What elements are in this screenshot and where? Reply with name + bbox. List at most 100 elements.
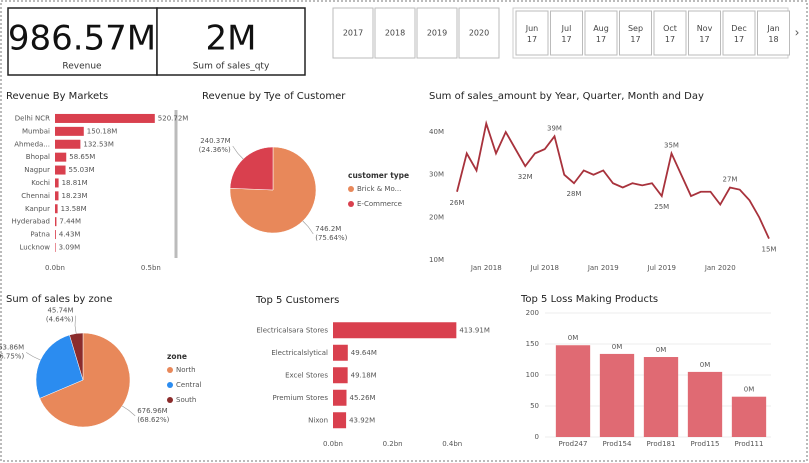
month-label[interactable]: Sep 17: [628, 24, 643, 44]
x-tick-label: 0.2bn: [383, 440, 403, 448]
legend-title: customer type: [348, 171, 409, 180]
value-label: 0M: [568, 334, 579, 342]
month-label[interactable]: Jul 17: [561, 24, 572, 44]
year-label[interactable]: 2018: [385, 29, 405, 38]
y-tick-label: 100: [526, 371, 539, 379]
value-label: 263.86M: [0, 343, 24, 351]
bar: [687, 371, 723, 437]
percent-label: (4.64%): [46, 316, 74, 324]
y-tick-label: 40M: [429, 128, 444, 136]
value-label: 27M: [723, 176, 738, 184]
month-button[interactable]: [757, 10, 790, 56]
value-label: 43.92M: [349, 416, 375, 424]
category-label: Premium Stores: [272, 394, 328, 402]
bar: [55, 139, 81, 149]
y-tick-label: 0: [535, 433, 539, 441]
value-label: 240.37M: [200, 137, 231, 145]
month-button[interactable]: [584, 10, 618, 56]
category-label: Hyderabad: [12, 218, 51, 226]
month-button[interactable]: [619, 10, 652, 56]
category-label: Excel Stores: [285, 371, 328, 379]
bar: [555, 345, 591, 437]
month-button[interactable]: [515, 10, 549, 56]
x-tick-label: Jan 2019: [587, 264, 619, 272]
legend-label: Central: [176, 381, 202, 389]
month-label[interactable]: Oct 17: [663, 24, 677, 44]
leader-line: [74, 315, 77, 334]
year-label[interactable]: 2019: [427, 29, 447, 38]
month-button[interactable]: [550, 10, 583, 56]
value-label: 520.72M: [158, 114, 189, 122]
card-label: Revenue: [62, 62, 102, 72]
category-label: Nixon: [308, 416, 328, 424]
year-label[interactable]: 2020: [469, 29, 489, 38]
month-button[interactable]: [722, 10, 756, 56]
category-label: Electricalslytical: [271, 349, 328, 357]
bar: [599, 353, 635, 437]
x-tick-label: Prod181: [647, 440, 676, 448]
category-label: Nagpur: [24, 166, 50, 174]
year-button[interactable]: [458, 7, 500, 59]
month-label[interactable]: Dec 17: [731, 24, 746, 44]
x-tick-label: Prod154: [603, 440, 632, 448]
category-label: Patna: [30, 231, 50, 239]
value-label: 28M: [567, 190, 582, 198]
month-button[interactable]: [688, 10, 721, 56]
percent-label: (68.62%): [137, 416, 169, 424]
bar: [643, 357, 679, 437]
bar: [55, 204, 58, 214]
value-label: 45.26M: [349, 394, 375, 402]
x-tick-label: Prod111: [735, 440, 764, 448]
y-tick-label: 200: [526, 309, 539, 317]
leader-line: [232, 145, 244, 160]
chart-title: Sum of sales by zone: [6, 294, 112, 305]
x-tick-label: Jan 2018: [470, 264, 502, 272]
x-tick-label: Jan 2020: [704, 264, 736, 272]
year-label[interactable]: 2017: [343, 29, 363, 38]
value-label: 132.53M: [83, 140, 114, 148]
value-label: 35M: [664, 141, 679, 149]
chart-title: Sum of sales_amount by Year, Quarter, Mo…: [429, 91, 704, 102]
value-label: 58.65M: [69, 153, 95, 161]
slicer-arrow[interactable]: ›: [795, 26, 800, 40]
bar: [55, 152, 67, 162]
y-tick-label: 150: [526, 340, 539, 348]
bar: [55, 191, 59, 201]
month-button[interactable]: [653, 10, 687, 56]
percent-label: (24.36%): [199, 146, 231, 154]
year-button[interactable]: [332, 7, 374, 59]
month-label[interactable]: Jan 18: [766, 24, 779, 44]
chart-title: Revenue by Tye of Customer: [202, 91, 346, 102]
bar: [333, 389, 347, 406]
value-label: 0M: [744, 386, 755, 394]
value-label: 49.64M: [351, 349, 377, 357]
bar: [731, 396, 767, 437]
y-tick-label: 20M: [429, 213, 444, 221]
legend-marker: [167, 382, 173, 388]
category-label: Lucknow: [19, 243, 50, 251]
card-value: 986.57M: [8, 19, 156, 59]
month-label[interactable]: Jun 17: [525, 24, 539, 44]
month-label[interactable]: Aug 17: [593, 24, 609, 44]
chart-title: Top 5 Loss Making Products: [520, 294, 658, 305]
x-tick-label: Prod247: [559, 440, 588, 448]
y-tick-label: 10M: [429, 256, 444, 264]
category-label: Ahmeda...: [14, 140, 50, 148]
value-label: 39M: [547, 124, 562, 132]
bar: [55, 230, 56, 240]
year-button[interactable]: [374, 7, 416, 59]
value-label: 676.96M: [137, 407, 168, 415]
pie-slice: [229, 146, 274, 191]
year-button[interactable]: [416, 7, 458, 59]
value-label: 150.18M: [87, 127, 118, 135]
category-label: Mumbai: [22, 127, 50, 135]
category-label: Chennai: [21, 192, 50, 200]
bar: [55, 242, 56, 252]
x-tick-label: Jul 2019: [647, 264, 677, 272]
x-tick-label: Jul 2018: [530, 264, 560, 272]
value-label: 4.43M: [59, 231, 81, 239]
month-label[interactable]: Nov 17: [697, 24, 713, 44]
legend-marker: [167, 367, 173, 373]
percent-label: (26.75%): [0, 352, 24, 360]
